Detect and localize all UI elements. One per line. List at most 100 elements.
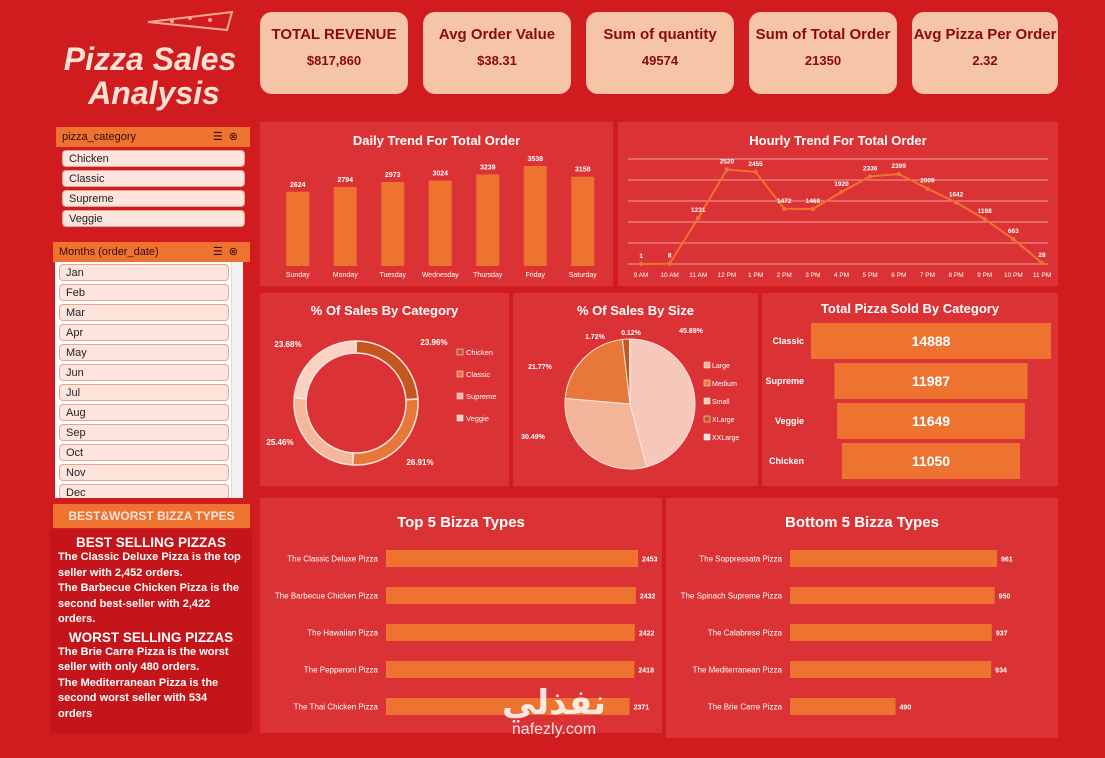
multi-select-icon[interactable]: ☰ bbox=[212, 131, 229, 143]
kpi-label: Sum of Total Order bbox=[755, 26, 891, 43]
slicer-item-month[interactable]: May bbox=[59, 344, 229, 361]
x-tick-label: 9 PM bbox=[977, 272, 992, 279]
bar bbox=[386, 587, 636, 604]
slicer-item-month[interactable]: Jul bbox=[59, 384, 229, 401]
x-tick-label: Sunday bbox=[286, 272, 310, 279]
kpi-label: Avg Pizza Per Order bbox=[913, 26, 1057, 43]
x-tick-label: 5 PM bbox=[863, 272, 878, 279]
category-slicer-title: pizza_category bbox=[62, 131, 136, 143]
legend-swatch bbox=[456, 392, 464, 400]
slicer-item-month[interactable]: Nov bbox=[59, 464, 229, 481]
category-label: The Mediterranean Pizza bbox=[693, 666, 783, 675]
data-label: 45.89% bbox=[679, 328, 704, 335]
category-label: The Spinach Supreme Pizza bbox=[681, 592, 783, 601]
slicer-item-month[interactable]: Feb bbox=[59, 284, 229, 301]
x-tick-label: 10 PM bbox=[1004, 272, 1023, 279]
x-tick-label: Tuesday bbox=[379, 272, 406, 279]
data-label: 937 bbox=[996, 631, 1008, 638]
bottom5-title: Bottom 5 Bizza Types bbox=[785, 514, 939, 531]
sales-by-size-chart: 45.89% 30.49% 21.77% 1.72% 0.12% Large Medium S… bbox=[521, 328, 739, 470]
slicer-item-chicken[interactable]: Chicken bbox=[62, 150, 245, 167]
slicer-item-month[interactable]: Jan bbox=[59, 264, 229, 281]
clear-filter-icon[interactable]: ⊗ bbox=[228, 246, 244, 258]
watermark-arabic: نفذلي bbox=[501, 683, 607, 723]
months-slicer-title: Months (order_date) bbox=[59, 246, 159, 258]
data-label: 3158 bbox=[575, 167, 591, 174]
data-point bbox=[1039, 260, 1045, 266]
legend-label: XXLarge bbox=[712, 435, 739, 442]
slicer-item-month[interactable]: Dec bbox=[59, 484, 229, 498]
category-label: The Calabrese Pizza bbox=[708, 629, 783, 638]
kpi-sum-quantity: Sum of quantity 49574 bbox=[586, 12, 734, 94]
slicer-item-month[interactable]: Aug bbox=[59, 404, 229, 421]
sales-by-category-panel: % Of Sales By Category 23.96% 26.91% 25.46… bbox=[260, 293, 509, 486]
x-tick-label: 4 PM bbox=[834, 272, 849, 279]
legend-label: Veggie bbox=[466, 414, 489, 423]
sold-by-category-panel: Total Pizza Sold By Category 14888 Classi… bbox=[762, 293, 1058, 486]
logo-title-line1: Pizza Sales bbox=[64, 41, 237, 77]
data-point bbox=[753, 169, 758, 175]
slicer-item-month[interactable]: Jun bbox=[59, 364, 229, 381]
bar bbox=[428, 180, 452, 266]
legend-swatch bbox=[703, 415, 711, 423]
bar bbox=[841, 443, 1021, 479]
hourly-trend-panel: Hourly Trend For Total Order 1 9 AM 8 10 AM… bbox=[618, 122, 1058, 286]
x-tick-label: 11 PM bbox=[1033, 272, 1051, 279]
x-tick-label: Friday bbox=[526, 272, 546, 279]
category-label: Veggie bbox=[775, 416, 804, 426]
legend-swatch bbox=[703, 361, 711, 369]
data-label: 11649 bbox=[912, 413, 950, 429]
bar bbox=[386, 698, 630, 715]
bar bbox=[837, 403, 1025, 439]
slicer-item-month[interactable]: Apr bbox=[59, 324, 229, 341]
daily-trend-chart: 2624 Sunday 2794 Monday 2973 Tuesday 3024 Wedne… bbox=[286, 156, 597, 279]
data-label: 2422 bbox=[639, 631, 655, 638]
slicer-item-supreme[interactable]: Supreme bbox=[62, 190, 245, 207]
bar bbox=[286, 191, 310, 266]
data-label: 1920 bbox=[834, 181, 849, 188]
data-label: 2418 bbox=[638, 668, 654, 675]
data-label: 1642 bbox=[949, 191, 964, 198]
bar bbox=[571, 176, 595, 266]
x-tick-label: 12 PM bbox=[718, 272, 737, 279]
daily-trend-title: Daily Trend For Total Order bbox=[352, 133, 521, 148]
category-label: Supreme bbox=[765, 376, 804, 386]
kpi-label: TOTAL REVENUE bbox=[271, 26, 397, 43]
data-label: 14888 bbox=[912, 333, 951, 349]
x-tick-label: 11 AM bbox=[689, 272, 707, 279]
slicer-item-veggie[interactable]: Veggie bbox=[62, 210, 245, 227]
hourly-trend-chart: 1 9 AM 8 10 AM 1231 11 AM 2520 12 PM 2455 1 PM 147… bbox=[628, 159, 1051, 279]
best-selling-text-1: The Classic Deluxe Pizza is the top sell… bbox=[58, 551, 241, 579]
data-label: 3024 bbox=[432, 171, 448, 178]
data-label: 490 bbox=[900, 705, 912, 712]
bar bbox=[386, 550, 638, 567]
bottom5-panel: Bottom 5 Bizza Types 961 The Soppressata … bbox=[666, 498, 1058, 738]
data-label: 2453 bbox=[642, 557, 658, 564]
months-scrollbar[interactable] bbox=[231, 262, 243, 498]
x-tick-label: 10 AM bbox=[660, 272, 678, 279]
slicer-item-month[interactable]: Sep bbox=[59, 424, 229, 441]
legend-swatch bbox=[456, 348, 464, 356]
sales-by-size-panel: % Of Sales By Size 45.89% 30.49% 21.77% 1.7… bbox=[513, 293, 758, 486]
kpi-label: Avg Order Value bbox=[438, 26, 556, 43]
data-label: 11987 bbox=[912, 373, 950, 389]
bar bbox=[790, 550, 997, 567]
slicer-item-month[interactable]: Mar bbox=[59, 304, 229, 321]
bar bbox=[523, 166, 547, 266]
multi-select-icon[interactable]: ☰ bbox=[212, 246, 229, 258]
donut-slice bbox=[293, 397, 355, 466]
bar bbox=[790, 587, 995, 604]
data-label: 2973 bbox=[385, 172, 401, 179]
best-selling-title: BEST SELLING PIZZAS bbox=[75, 535, 226, 550]
slicer-item-month[interactable]: Oct bbox=[59, 444, 229, 461]
bar bbox=[386, 624, 635, 641]
legend-swatch bbox=[703, 397, 711, 405]
pizza-slice-icon bbox=[147, 10, 234, 32]
category-label: The Brie Carre Pizza bbox=[708, 703, 783, 712]
clear-filter-icon[interactable]: ⊗ bbox=[228, 131, 244, 143]
data-label: 2624 bbox=[290, 182, 306, 189]
slicer-item-classic[interactable]: Classic bbox=[62, 170, 245, 187]
donut-slice bbox=[355, 340, 419, 401]
daily-trend-panel: Daily Trend For Total Order 2624 Sunday 27… bbox=[260, 122, 613, 286]
top5-title: Top 5 Bizza Types bbox=[397, 514, 525, 531]
